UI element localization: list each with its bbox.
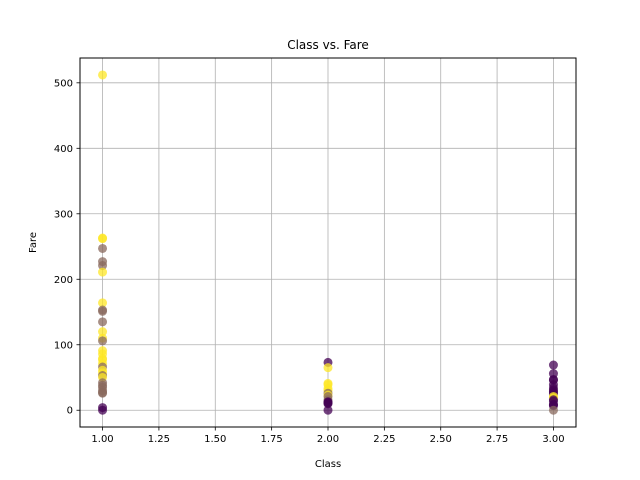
y-tick-label: 200 [54,275,73,286]
y-tick-label: 500 [54,78,73,89]
x-tick-label: 3.00 [542,434,564,445]
scatter-point [98,298,108,308]
x-axis-title: Class [315,459,341,470]
scatter-point [98,388,108,398]
grid [80,58,576,427]
x-tick-label: 1.50 [204,434,226,445]
x-tick-label: 2.00 [317,434,339,445]
y-tick-label: 100 [54,340,73,351]
data-points [98,70,558,415]
scatter-point [548,405,558,415]
scatter-point [548,360,558,370]
y-axis-title: Fare [28,232,39,253]
scatter-point [98,234,108,244]
x-tick-label: 2.25 [373,434,395,445]
scatter-point [323,363,333,373]
x-tick-label: 1.00 [91,434,113,445]
scatter-point [98,243,108,253]
scatter-point [98,267,108,277]
y-axis-ticks: 0 100 200 300 400 500 [54,78,80,417]
y-tick-label: 0 [67,406,73,417]
scatter-point [98,405,108,415]
scatter-point [98,327,108,337]
scatter-point [323,399,333,409]
x-tick-label: 2.50 [430,434,452,445]
x-tick-label: 1.75 [261,434,283,445]
scatter-point [98,317,108,327]
scatter-point [98,336,108,346]
scatter-point [98,306,108,316]
scatter-point [323,405,333,415]
scatter-point [98,70,108,80]
x-tick-label: 2.75 [486,434,508,445]
chart-title: Class vs. Fare [287,38,369,52]
scatter-point [98,261,108,271]
x-axis-ticks: 1.00 1.25 1.50 1.75 2.00 2.25 2.50 2.75 3.00 [91,427,565,445]
x-tick-label: 1.25 [148,434,170,445]
y-tick-label: 300 [54,209,73,220]
y-tick-label: 400 [54,144,73,155]
